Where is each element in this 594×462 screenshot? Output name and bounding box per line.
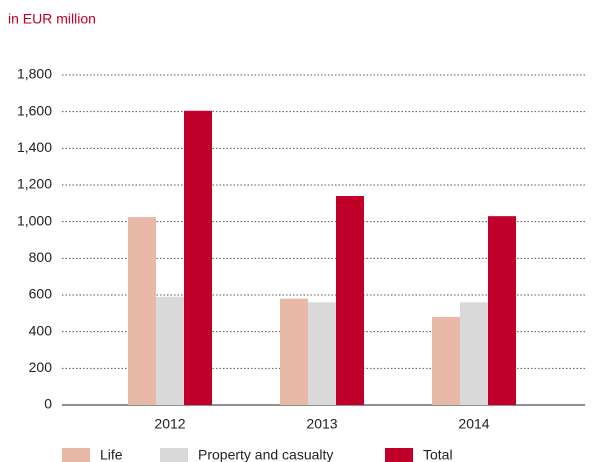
legend-label: Property and casualty: [198, 447, 333, 462]
y-tick-label: 1,600: [17, 102, 52, 118]
y-tick-label: 1,400: [17, 139, 52, 155]
x-tick-label: 2012: [154, 416, 185, 432]
x-tick-label: 2014: [458, 416, 489, 432]
bar: [128, 217, 156, 405]
y-tick-label: 1,200: [17, 176, 52, 192]
x-tick-label: 2013: [306, 416, 337, 432]
bar: [280, 298, 308, 405]
bar: [308, 302, 336, 405]
y-tick-label: 1,000: [17, 212, 52, 228]
legend-swatch: [62, 448, 90, 462]
bar: [488, 216, 516, 405]
legend-label: Life: [100, 447, 123, 462]
bar: [336, 196, 364, 405]
y-tick-label: 400: [29, 322, 53, 338]
legend-swatch: [385, 448, 413, 462]
chart-subtitle: in EUR million: [8, 11, 96, 27]
y-tick-label: 600: [29, 286, 53, 302]
y-tick-label: 200: [29, 359, 53, 375]
y-tick-label: 1,800: [17, 66, 52, 82]
bar: [184, 110, 212, 405]
bar: [156, 296, 184, 405]
y-tick-label: 0: [44, 396, 52, 412]
bar: [460, 302, 488, 405]
bar: [432, 317, 460, 405]
legend-label: Total: [423, 447, 453, 462]
y-tick-label: 800: [29, 249, 53, 265]
legend-swatch: [160, 448, 188, 462]
